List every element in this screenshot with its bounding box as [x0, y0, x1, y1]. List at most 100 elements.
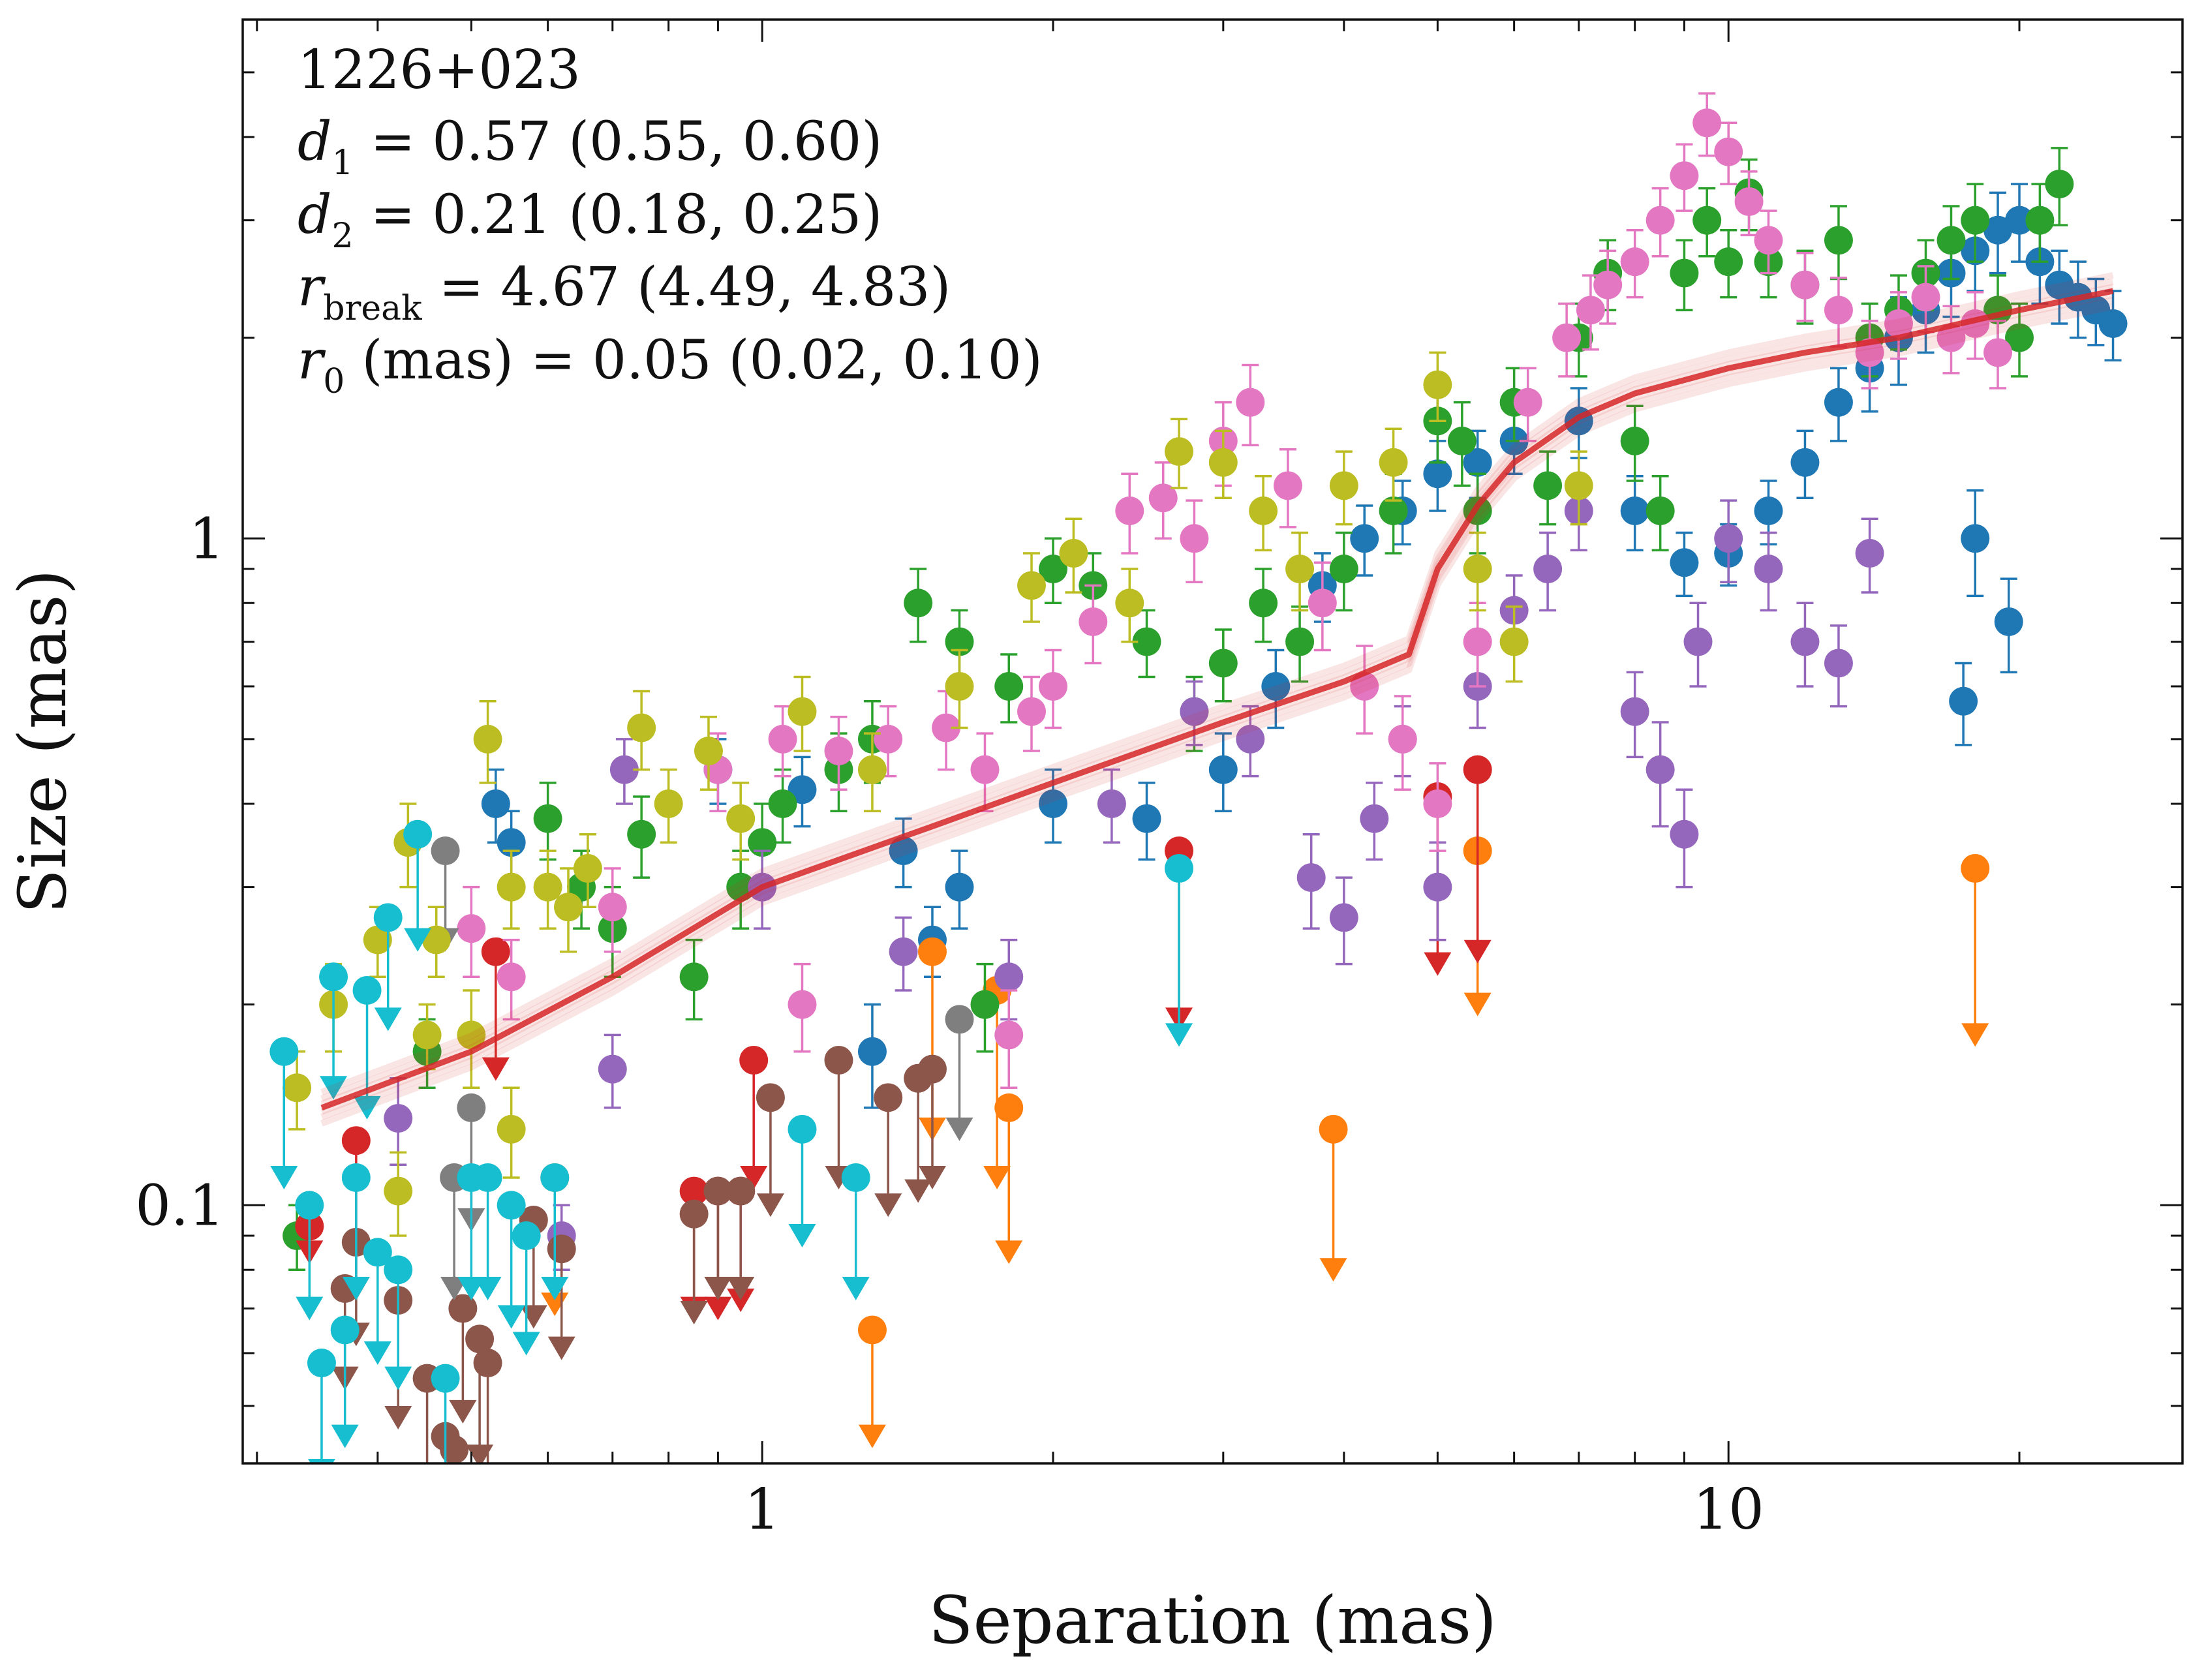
data-point: [1097, 789, 1126, 818]
data-point: [970, 755, 1000, 784]
data-point: [1463, 627, 1492, 656]
upper-limit-arrow: [945, 1117, 973, 1141]
data-point: [1533, 471, 1563, 500]
y-tick-label: 0.1: [135, 1173, 224, 1238]
annotation-d1: d1 = 0.57 (0.55, 0.60): [298, 111, 882, 183]
data-point: [1961, 854, 1990, 883]
data-point: [1790, 270, 1820, 299]
upper-limit-arrow: [466, 1444, 494, 1463]
annotation-r0-symbol: r: [298, 329, 326, 391]
upper-limit-arrow: [904, 1179, 932, 1203]
annotation-rbreak: rbreak = 4.67 (4.49, 4.83): [298, 256, 951, 328]
data-point: [1463, 448, 1492, 477]
data-point: [1388, 724, 1417, 754]
data-point: [841, 1163, 870, 1192]
data-point: [384, 1176, 413, 1206]
annotation-d2-symbol: d: [298, 184, 332, 246]
annotation-d2-subscript: 2: [332, 217, 354, 256]
model-fit-line: [320, 288, 2114, 1111]
annotation-r0: r0 (mas) = 0.05 (0.02, 0.10): [298, 329, 1043, 401]
data-point: [788, 1114, 817, 1144]
data-point: [473, 1163, 502, 1192]
upper-limit-arrow: [320, 1076, 348, 1100]
data-point: [917, 1054, 947, 1084]
upper-limit-arrow: [983, 1165, 1011, 1189]
data-point: [1645, 496, 1675, 525]
data-point: [457, 914, 486, 943]
data-point: [384, 1255, 413, 1285]
data-point: [1079, 607, 1108, 636]
data-point: [1165, 437, 1194, 466]
upper-limit-arrow: [474, 1276, 502, 1300]
data-point: [609, 755, 639, 784]
data-point: [1463, 555, 1492, 584]
series-cyan: [269, 819, 1194, 1463]
data-point: [1148, 483, 1178, 513]
data-point: [1754, 555, 1783, 584]
data-point: [1039, 789, 1068, 818]
data-point: [2025, 206, 2055, 235]
data-point: [679, 962, 709, 992]
upper-limit-arrow: [363, 1341, 391, 1365]
data-point: [1961, 524, 1990, 553]
data-point: [1329, 903, 1358, 932]
upper-limit-arrow: [353, 1095, 381, 1120]
upper-limit-arrow: [384, 1406, 412, 1430]
data-point: [1308, 588, 1337, 618]
data-point: [654, 789, 683, 818]
upper-limit-arrow: [1961, 1023, 1989, 1047]
data-point: [554, 893, 583, 922]
data-point: [352, 975, 382, 1005]
data-point: [1855, 539, 1884, 568]
fit-annotation: 1226+023 d1 = 0.57 (0.55, 0.60) d2 = 0.2…: [298, 39, 1043, 401]
data-point: [473, 1349, 502, 1378]
upper-limit-arrow: [296, 1296, 324, 1321]
data-point: [1115, 588, 1144, 618]
data-point: [726, 804, 756, 833]
upper-limit-arrow: [449, 1399, 477, 1424]
data-point: [1645, 206, 1675, 235]
data-point: [857, 1315, 887, 1345]
data-point: [403, 819, 433, 849]
data-point: [1039, 555, 1068, 584]
data-point: [768, 789, 797, 818]
upper-limit-arrow: [858, 1424, 886, 1448]
annotation-d1-value: = 0.57 (0.55, 0.60): [354, 111, 883, 173]
data-point: [533, 872, 562, 902]
data-point: [1261, 671, 1291, 701]
data-point: [1620, 496, 1649, 525]
upper-limit-arrow: [547, 1336, 575, 1360]
upper-limit-arrow: [374, 1007, 402, 1031]
data-point: [748, 828, 777, 857]
data-point: [1714, 247, 1743, 277]
data-point: [1059, 539, 1088, 568]
data-point: [1236, 724, 1265, 754]
data-point: [694, 737, 723, 766]
data-point: [540, 1163, 570, 1192]
annotation-d1-subscript: 1: [332, 144, 354, 183]
data-point: [598, 893, 627, 922]
data-point: [1017, 571, 1047, 600]
y-axis-label: Size (mas): [5, 570, 81, 914]
data-point: [1249, 496, 1278, 525]
data-point: [1790, 448, 1820, 477]
data-point: [1983, 338, 2013, 367]
data-point: [330, 1315, 360, 1345]
data-point: [465, 1324, 495, 1354]
upper-limit-arrow: [842, 1276, 870, 1300]
upper-limit-arrow: [995, 1240, 1023, 1264]
data-point: [1463, 755, 1492, 784]
annotation-r0-value: (mas) = 0.05 (0.02, 0.10): [344, 329, 1043, 391]
data-point: [1273, 471, 1302, 500]
data-point: [1670, 258, 1699, 288]
data-point: [497, 1191, 526, 1220]
data-point: [874, 1083, 903, 1112]
data-point: [703, 1176, 733, 1206]
data-point: [1564, 471, 1593, 500]
data-point: [945, 1005, 974, 1034]
data-point: [533, 804, 562, 833]
data-point: [679, 1176, 709, 1206]
